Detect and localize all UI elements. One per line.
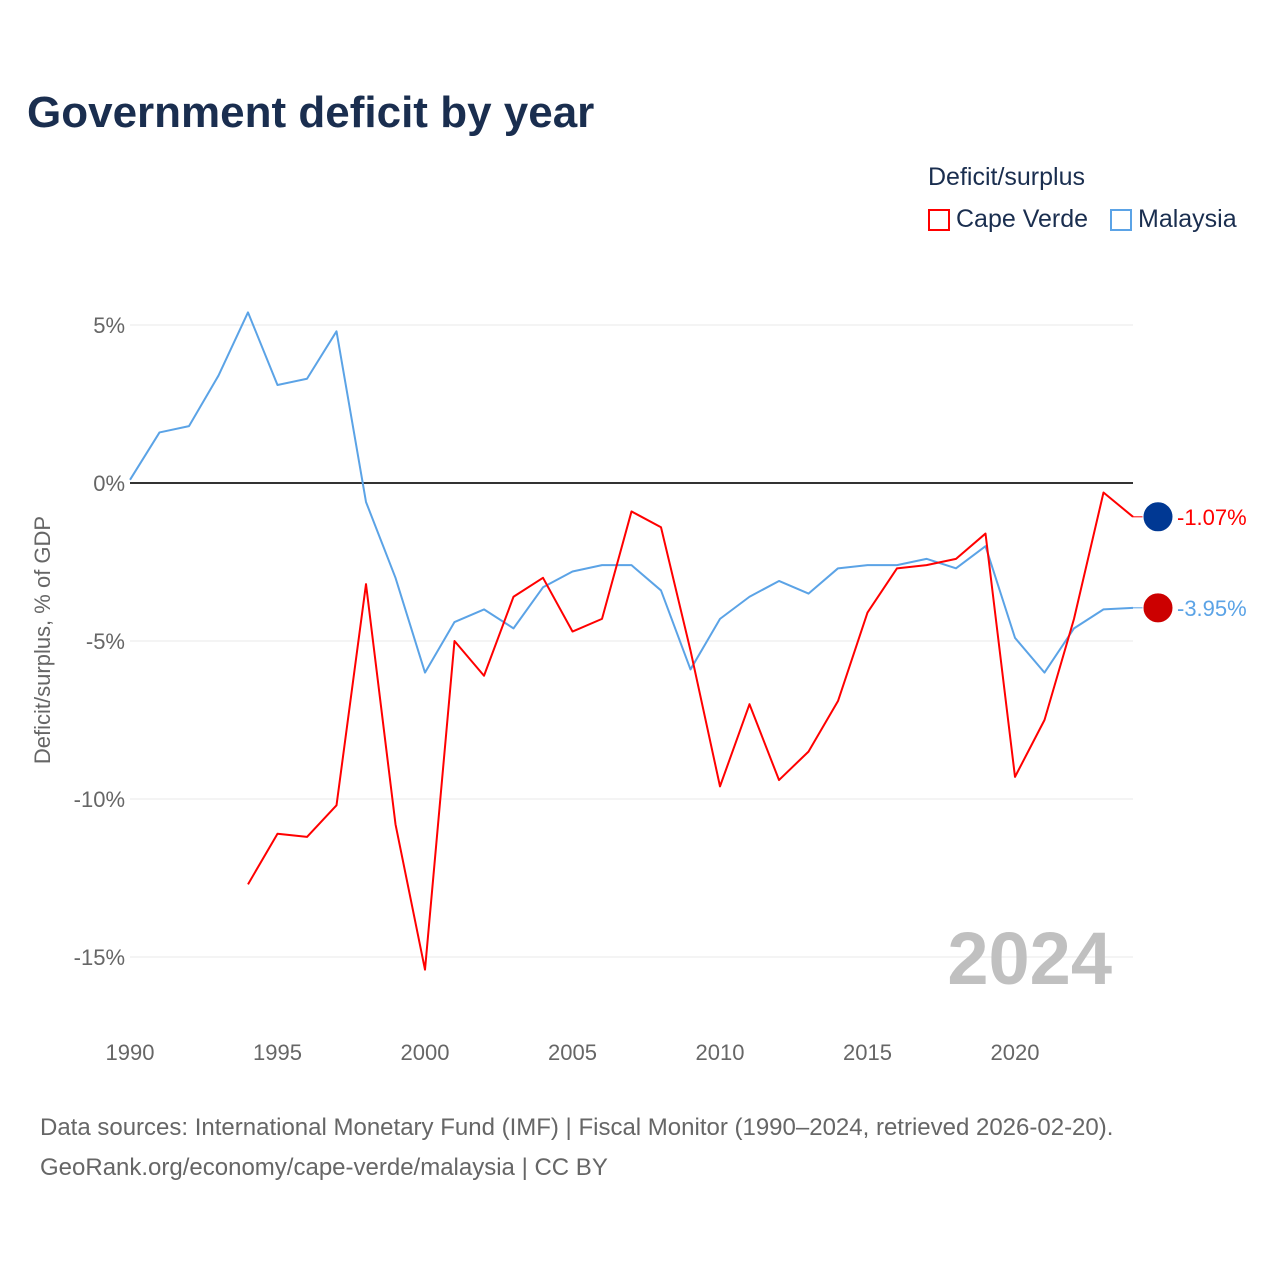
y-axis-label: Deficit/surplus, % of GDP — [30, 516, 55, 764]
x-tick-label: 1990 — [106, 1040, 155, 1065]
source-line: Data sources: International Monetary Fun… — [40, 1114, 1114, 1141]
series-line-malaysia — [129, 311, 1134, 674]
x-tick-label: 2020 — [991, 1040, 1040, 1065]
legend-swatch — [928, 208, 950, 231]
legend-swatch — [1110, 208, 1132, 231]
y-tick-label: -10% — [74, 787, 125, 812]
chart-title: Government deficit by year — [27, 88, 595, 137]
y-tick-label: 0% — [93, 471, 125, 496]
source-note: Data sources: International Monetary Fun… — [40, 1108, 1113, 1188]
x-tick-label: 2015 — [843, 1040, 892, 1065]
source-url: GeoRank.org/economy/cape-verde/malaysia … — [40, 1154, 608, 1181]
legend-item-cape-verde[interactable]: Cape Verde — [928, 205, 1088, 234]
y-tick-label: 5% — [93, 313, 125, 338]
legend-title: Deficit/surplus — [928, 163, 1085, 191]
flag-icon-cape-verde — [1142, 501, 1174, 533]
year-watermark: 2024 — [947, 917, 1112, 1000]
x-tick-label: 2005 — [548, 1040, 597, 1065]
x-tick-label: 2000 — [401, 1040, 450, 1065]
legend-item-malaysia[interactable]: Malaysia — [1110, 205, 1237, 234]
flag-icon-malaysia — [1142, 592, 1174, 624]
x-tick-label: 2010 — [696, 1040, 745, 1065]
end-value-label: -3.95% — [1177, 596, 1247, 621]
y-tick-label: -5% — [86, 629, 125, 654]
legend-label: Cape Verde — [956, 205, 1089, 233]
end-value-label: -1.07% — [1177, 505, 1247, 530]
legend-label: Malaysia — [1138, 205, 1237, 233]
x-tick-label: 1995 — [253, 1040, 302, 1065]
y-tick-label: -15% — [74, 945, 125, 970]
series-line-cape-verde — [247, 491, 1134, 971]
